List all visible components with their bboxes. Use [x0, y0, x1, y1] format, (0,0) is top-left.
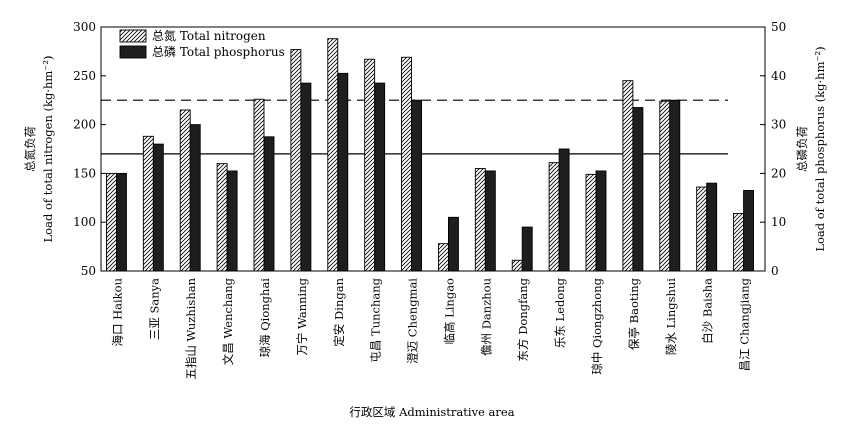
bar-total-nitrogen — [622, 80, 634, 272]
left-axis-label-en: Load of total nitrogen (kg·hm⁻²) — [41, 56, 55, 243]
right-axis-label-cn: 总磷负荷 — [795, 126, 809, 172]
bar-total-nitrogen — [216, 163, 228, 272]
bar-total-phosphorus — [226, 170, 238, 272]
bar-total-nitrogen — [659, 100, 671, 272]
bar-total-phosphorus — [189, 124, 201, 272]
category-label: 万宁 Wanning — [295, 277, 309, 355]
category-label: 三亚 Sanya — [147, 278, 161, 340]
bar-total-phosphorus — [337, 72, 349, 272]
x-axis-label: 行政区域 Administrative area — [349, 405, 514, 419]
legend-label-total-nitrogen: 总氮 Total nitrogen — [152, 28, 266, 43]
category-label: 文昌 Wenchang — [221, 277, 235, 365]
bar-total-phosphorus — [484, 170, 496, 272]
category-label: 东方 Dongfang — [516, 277, 530, 361]
bar-total-nitrogen — [253, 98, 265, 272]
bar-total-nitrogen — [696, 186, 708, 272]
bar-total-nitrogen — [179, 109, 191, 272]
plot-frame — [100, 26, 766, 272]
category-label: 白沙 Baisha — [701, 278, 715, 344]
right-tick-label: 50 — [771, 20, 786, 34]
right-axis-label-en: Load of total phosphorus (kg·hm⁻²) — [813, 46, 827, 251]
right-tick-label: 10 — [771, 215, 786, 229]
category-label: 昌江 Changjiang — [738, 277, 752, 371]
left-axis-label-cn: 总氮负荷 — [23, 126, 37, 172]
bar-total-phosphorus — [521, 226, 533, 272]
category-label: 海口 Haikou — [110, 278, 124, 347]
category-label: 临高 Lingao — [442, 278, 456, 345]
bar-total-nitrogen — [401, 56, 413, 272]
category-label: 五指山 Wuzhishan — [184, 277, 198, 379]
category-label: 琼中 Qiongzhong — [590, 277, 604, 374]
plot-area: 海口 Haikou 三亚 Sanya 五指山 Wuzhishan 文昌 Wenchan… — [23, 20, 827, 419]
bar-total-phosphorus — [152, 143, 164, 272]
bar-total-phosphorus — [263, 136, 275, 272]
bar-total-phosphorus — [115, 172, 127, 272]
right-tick-label: 30 — [771, 118, 786, 132]
left-tick-label: 50 — [81, 264, 96, 278]
category-label: 定安 Dingan — [332, 277, 346, 346]
right-tick-label: 40 — [771, 69, 786, 83]
legend-label-total-phosphorus: 总磷 Total phosphorus — [152, 44, 285, 59]
bar-total-nitrogen — [437, 243, 449, 272]
bar-total-nitrogen — [364, 58, 376, 272]
bar-total-nitrogen — [511, 259, 523, 272]
legend-swatch-total-nitrogen — [119, 29, 147, 43]
category-label: 乐东 Ledong — [553, 277, 567, 348]
left-tick-label: 200 — [73, 118, 96, 132]
left-tick-label: 250 — [73, 69, 96, 83]
left-tick-label: 150 — [73, 166, 96, 180]
bar-total-nitrogen — [105, 172, 117, 272]
bar-total-phosphorus — [447, 216, 459, 272]
bar-total-phosphorus — [411, 99, 423, 272]
category-label: 澄迈 Chengmai — [406, 278, 420, 364]
bar-total-phosphorus — [743, 190, 755, 272]
bar-total-phosphorus — [374, 82, 386, 272]
category-label: 保亭 Baoting — [627, 277, 641, 350]
bar-total-phosphorus — [632, 107, 644, 272]
bar-total-nitrogen — [474, 168, 486, 272]
category-label: 琼海 Qionghai — [258, 278, 272, 358]
bar-total-nitrogen — [548, 162, 560, 272]
bar-total-nitrogen — [733, 212, 745, 272]
right-tick-label: 20 — [771, 166, 786, 180]
bar-total-phosphorus — [558, 148, 570, 272]
bar-total-nitrogen — [290, 48, 302, 272]
category-label: 儋州 Danzhou — [479, 278, 493, 356]
bar-total-nitrogen — [327, 38, 339, 272]
bar-total-nitrogen — [142, 135, 154, 272]
bar-total-phosphorus — [300, 82, 312, 272]
category-label: 屯昌 Tunchang — [369, 277, 383, 362]
bar-total-phosphorus — [595, 170, 607, 272]
bar-total-phosphorus — [669, 99, 681, 272]
category-label: 陵水 Lingshui — [664, 278, 678, 355]
legend-swatch-total-phosphorus — [119, 45, 147, 59]
bar-total-nitrogen — [585, 173, 597, 272]
left-tick-label: 300 — [73, 20, 96, 34]
right-tick-label: 0 — [771, 264, 779, 278]
left-tick-label: 100 — [73, 215, 96, 229]
bar-total-phosphorus — [706, 182, 718, 272]
